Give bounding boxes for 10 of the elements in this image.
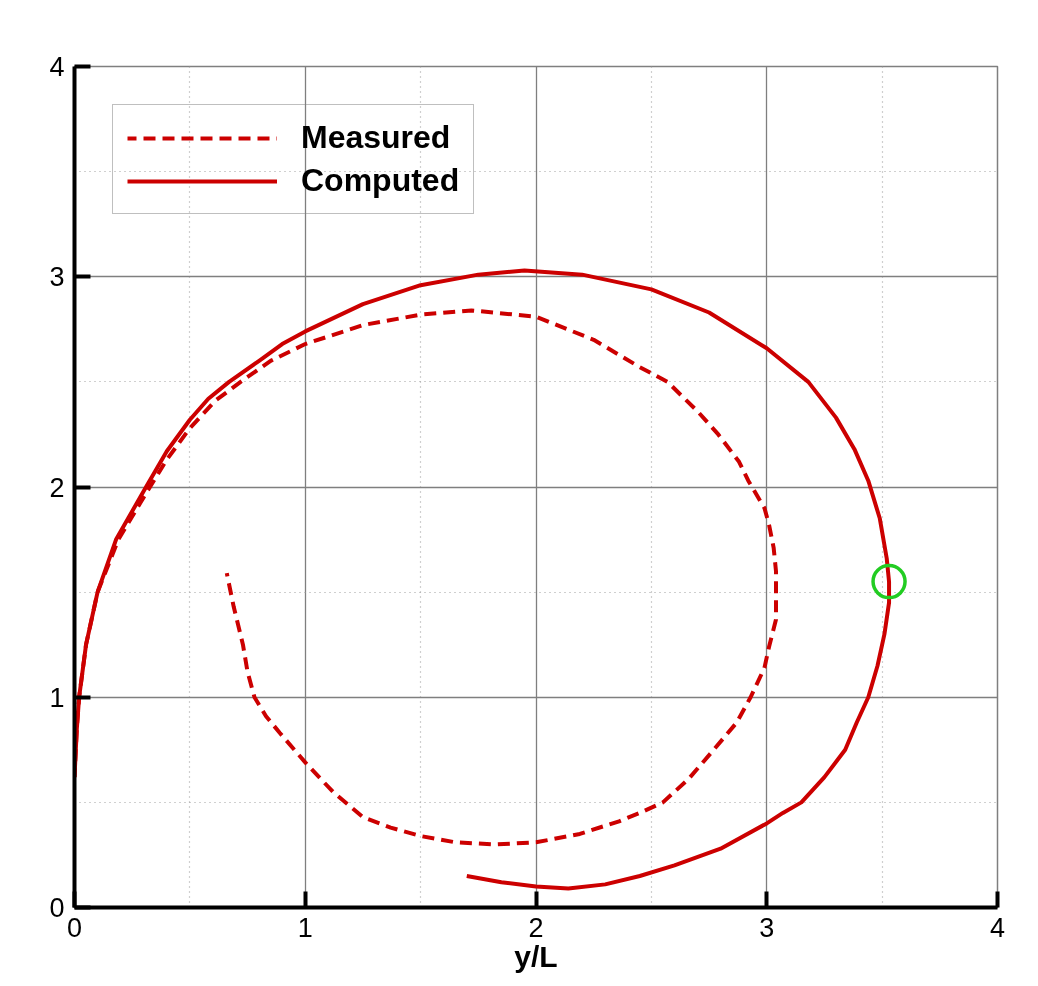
- y-tick-label: 3: [49, 262, 65, 293]
- x-tick-label: 1: [297, 912, 313, 943]
- y-tick-label: 1: [49, 682, 65, 713]
- y-tick-label: 2: [49, 472, 65, 503]
- legend-label: Measured: [301, 119, 451, 156]
- y-tick-label: 4: [49, 52, 65, 82]
- y-tick-label: 0: [49, 893, 65, 923]
- x-tick-label: 4: [989, 912, 1006, 943]
- x-tick-label: 3: [759, 912, 775, 943]
- legend-label: Computed: [301, 162, 460, 199]
